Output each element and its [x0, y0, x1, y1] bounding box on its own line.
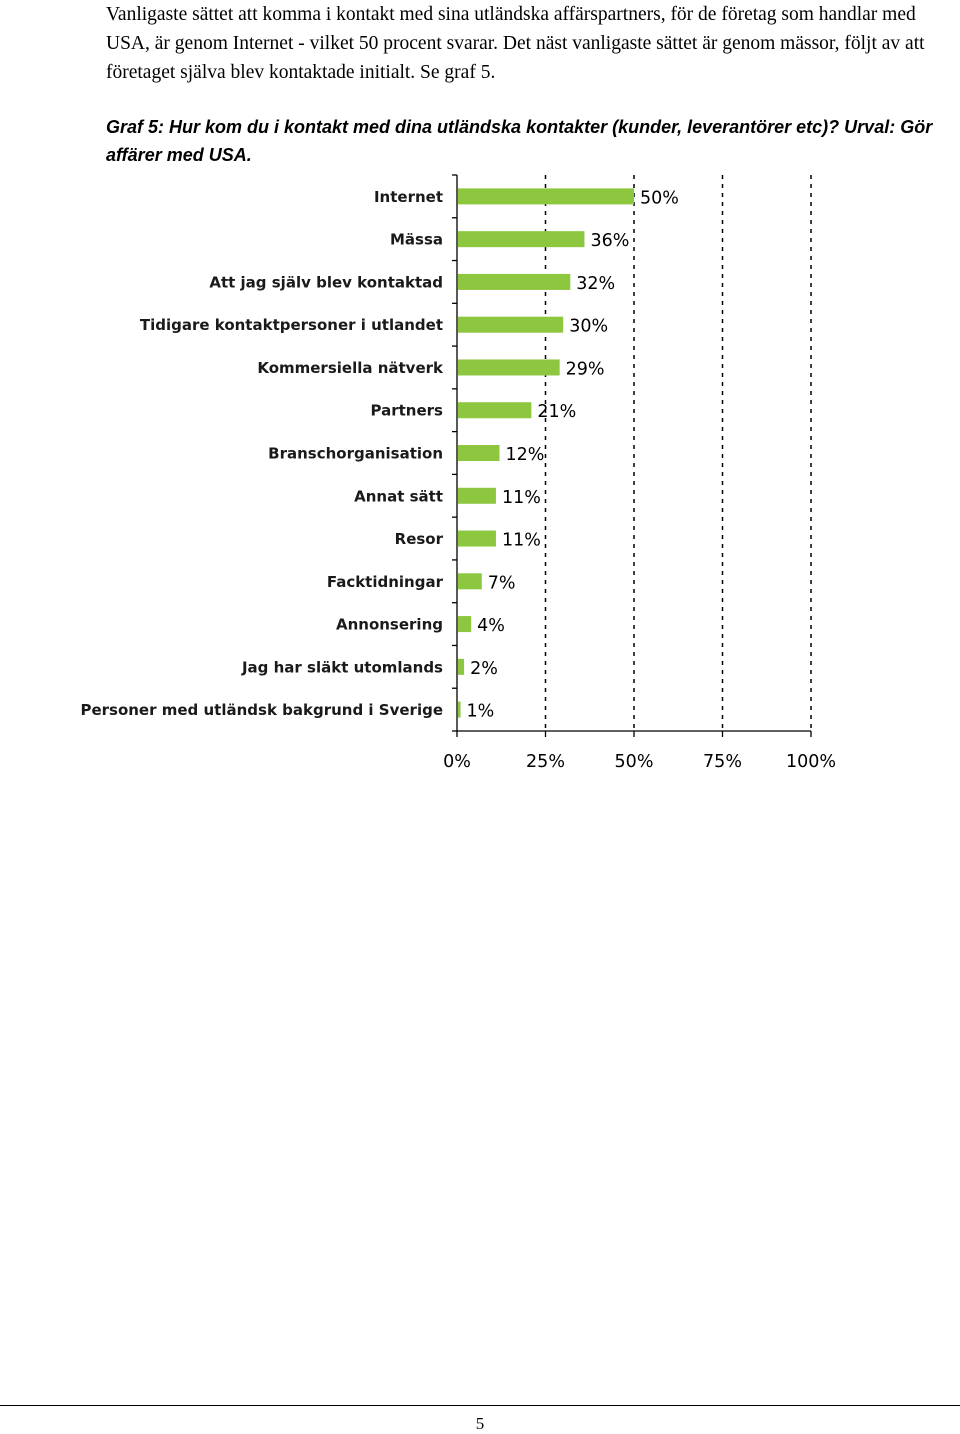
data-label: 2%: [470, 659, 498, 679]
category-label: Tidigare kontaktpersoner i utlandet: [140, 316, 443, 334]
data-label: 7%: [488, 573, 516, 593]
category-label: Personer med utländsk bakgrund i Sverige: [80, 701, 443, 719]
category-label: Kommersiella nätverk: [257, 359, 444, 377]
category-label: Annonsering: [336, 616, 443, 634]
bar: [458, 359, 560, 376]
category-label: Facktidningar: [327, 573, 444, 591]
figure-caption: Graf 5: Hur kom du i kontakt med dina ut…: [106, 117, 933, 165]
intro-paragraph: Vanligaste sättet att komma i kontakt me…: [106, 4, 925, 83]
x-tick-label: 100%: [786, 752, 836, 772]
data-label: 36%: [590, 231, 629, 251]
bar: [458, 487, 496, 504]
bar: [458, 316, 564, 333]
category-label: Resor: [395, 530, 444, 548]
category-label: Att jag själv blev kontaktad: [209, 273, 443, 291]
page-number: 5: [475, 1414, 485, 1433]
bar: [458, 573, 482, 590]
category-label: Partners: [371, 402, 444, 420]
x-tick-label: 75%: [703, 752, 742, 772]
bar: [458, 273, 571, 290]
data-label: 12%: [505, 445, 544, 465]
category-label: Internet: [374, 188, 443, 206]
data-label: 4%: [477, 616, 505, 636]
bar: [458, 445, 500, 461]
category-label: Annat sätt: [354, 487, 443, 505]
data-label: 50%: [640, 188, 679, 208]
bar: [458, 231, 585, 248]
category-label: Jag har släkt utomlands: [241, 658, 443, 676]
data-label: 1%: [467, 702, 495, 722]
data-label: 21%: [537, 402, 576, 422]
bar: [458, 188, 634, 205]
bar-chart: Internet 50% Mässa 36% Att jag själv blev ko…: [80, 174, 836, 772]
bar: [458, 658, 465, 675]
category-label: Branschorganisation: [268, 445, 443, 463]
footer-divider: [0, 1405, 960, 1406]
data-label: 32%: [576, 274, 615, 294]
bar: [458, 402, 532, 419]
bar: [458, 701, 461, 718]
data-label: 11%: [502, 531, 541, 551]
data-label: 30%: [569, 317, 608, 337]
bar: [458, 616, 472, 633]
data-label: 11%: [502, 488, 541, 508]
x-tick-label: 50%: [615, 752, 654, 772]
bar: [458, 530, 496, 547]
x-tick-label: 25%: [526, 752, 565, 772]
data-label: 29%: [566, 359, 605, 379]
category-label: Mässa: [390, 231, 443, 249]
x-tick-label: 0%: [443, 752, 471, 772]
